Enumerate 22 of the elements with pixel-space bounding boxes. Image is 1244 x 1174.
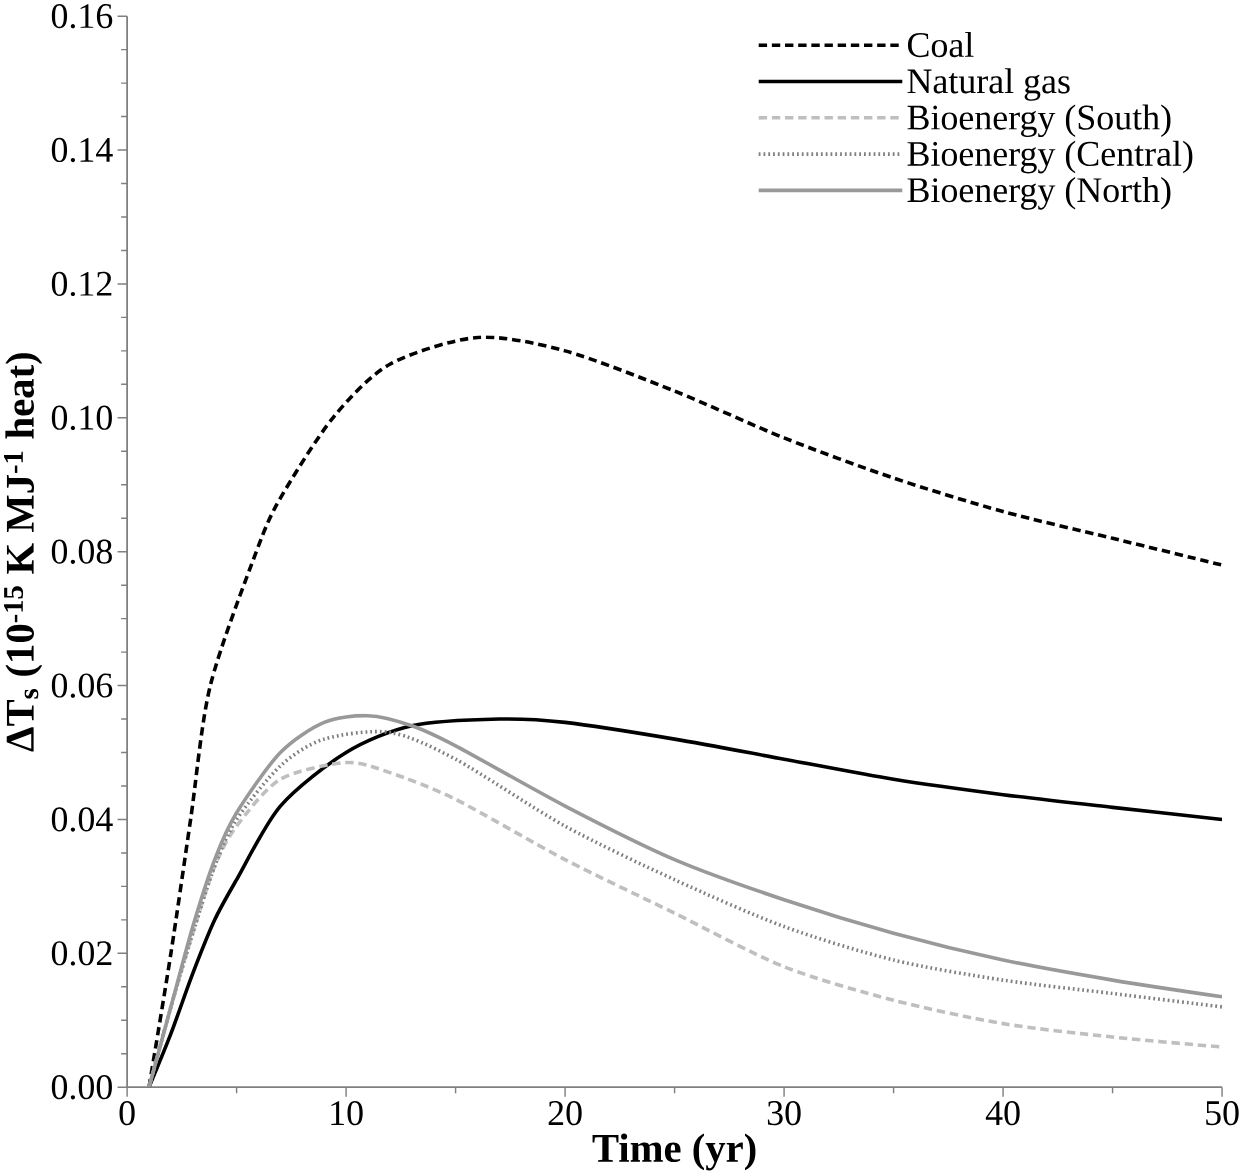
x-tick-label: 20 (548, 1100, 582, 1126)
y-tick-label: 0.02 (51, 940, 112, 966)
y-tick-label: 0.12 (51, 271, 112, 296)
x-axis-title: Time (yr) (592, 1133, 756, 1171)
x-tick-label: 0 (119, 1100, 135, 1126)
y-tick-label: 0.08 (51, 539, 112, 564)
x-tick-label: 50 (1206, 1100, 1239, 1126)
y-tick-label: 0.14 (51, 137, 113, 163)
y-tick-label: 0.06 (51, 673, 113, 698)
legend-label: Coal (907, 31, 974, 57)
x-tick-label: 10 (331, 1100, 363, 1126)
legend-label: Bioenergy (North) (907, 176, 1171, 210)
x-tick-label: 40 (985, 1100, 1020, 1126)
y-tick-label: 0.04 (51, 807, 113, 832)
y-tick-label: 0.00 (51, 1074, 112, 1100)
legend-label: Natural gas (907, 67, 1070, 101)
y-tick-label: 0.10 (51, 405, 112, 430)
x-tick-label: 30 (767, 1100, 801, 1126)
y-tick-label: 0.16 (51, 3, 113, 29)
legend-label: Bioenergy (South) (907, 104, 1171, 137)
y-axis-title: ΔT$_{s}$ (10$^{-15}$ K MJ$^{-1}$ heat) (3, 352, 43, 752)
legend-label: Bioenergy (Central) (907, 140, 1193, 174)
